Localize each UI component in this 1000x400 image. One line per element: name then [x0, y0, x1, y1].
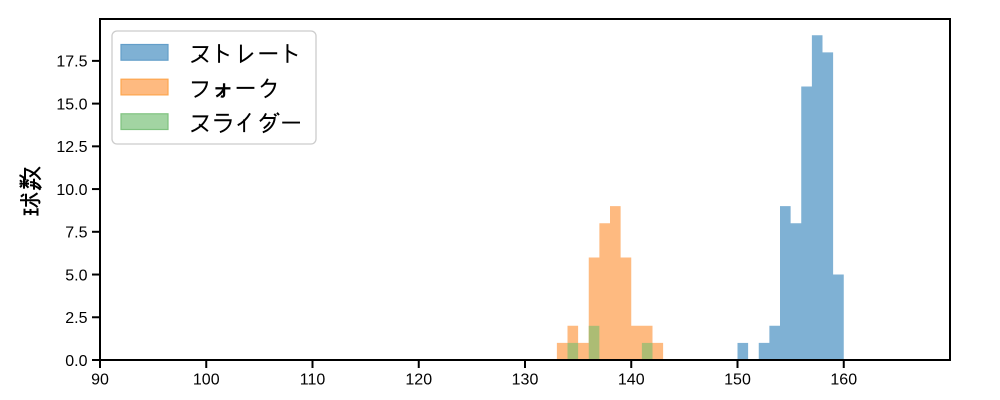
svg-text:110: 110: [300, 372, 326, 389]
svg-text:10.0: 10.0: [56, 182, 87, 199]
svg-text:140: 140: [618, 372, 645, 389]
svg-text:160: 160: [830, 372, 857, 389]
svg-text:12.5: 12.5: [56, 139, 87, 156]
svg-text:100: 100: [193, 372, 220, 389]
svg-text:2.5: 2.5: [65, 310, 87, 327]
svg-text:0.0: 0.0: [65, 353, 87, 370]
svg-text:150: 150: [724, 372, 751, 389]
svg-text:130: 130: [512, 372, 539, 389]
svg-text:15.0: 15.0: [56, 96, 87, 113]
svg-text:90: 90: [91, 372, 109, 389]
svg-text:7.5: 7.5: [65, 225, 87, 242]
svg-text:120: 120: [405, 372, 432, 389]
svg-text:17.5: 17.5: [56, 54, 87, 71]
svg-text:5.0: 5.0: [65, 267, 87, 284]
